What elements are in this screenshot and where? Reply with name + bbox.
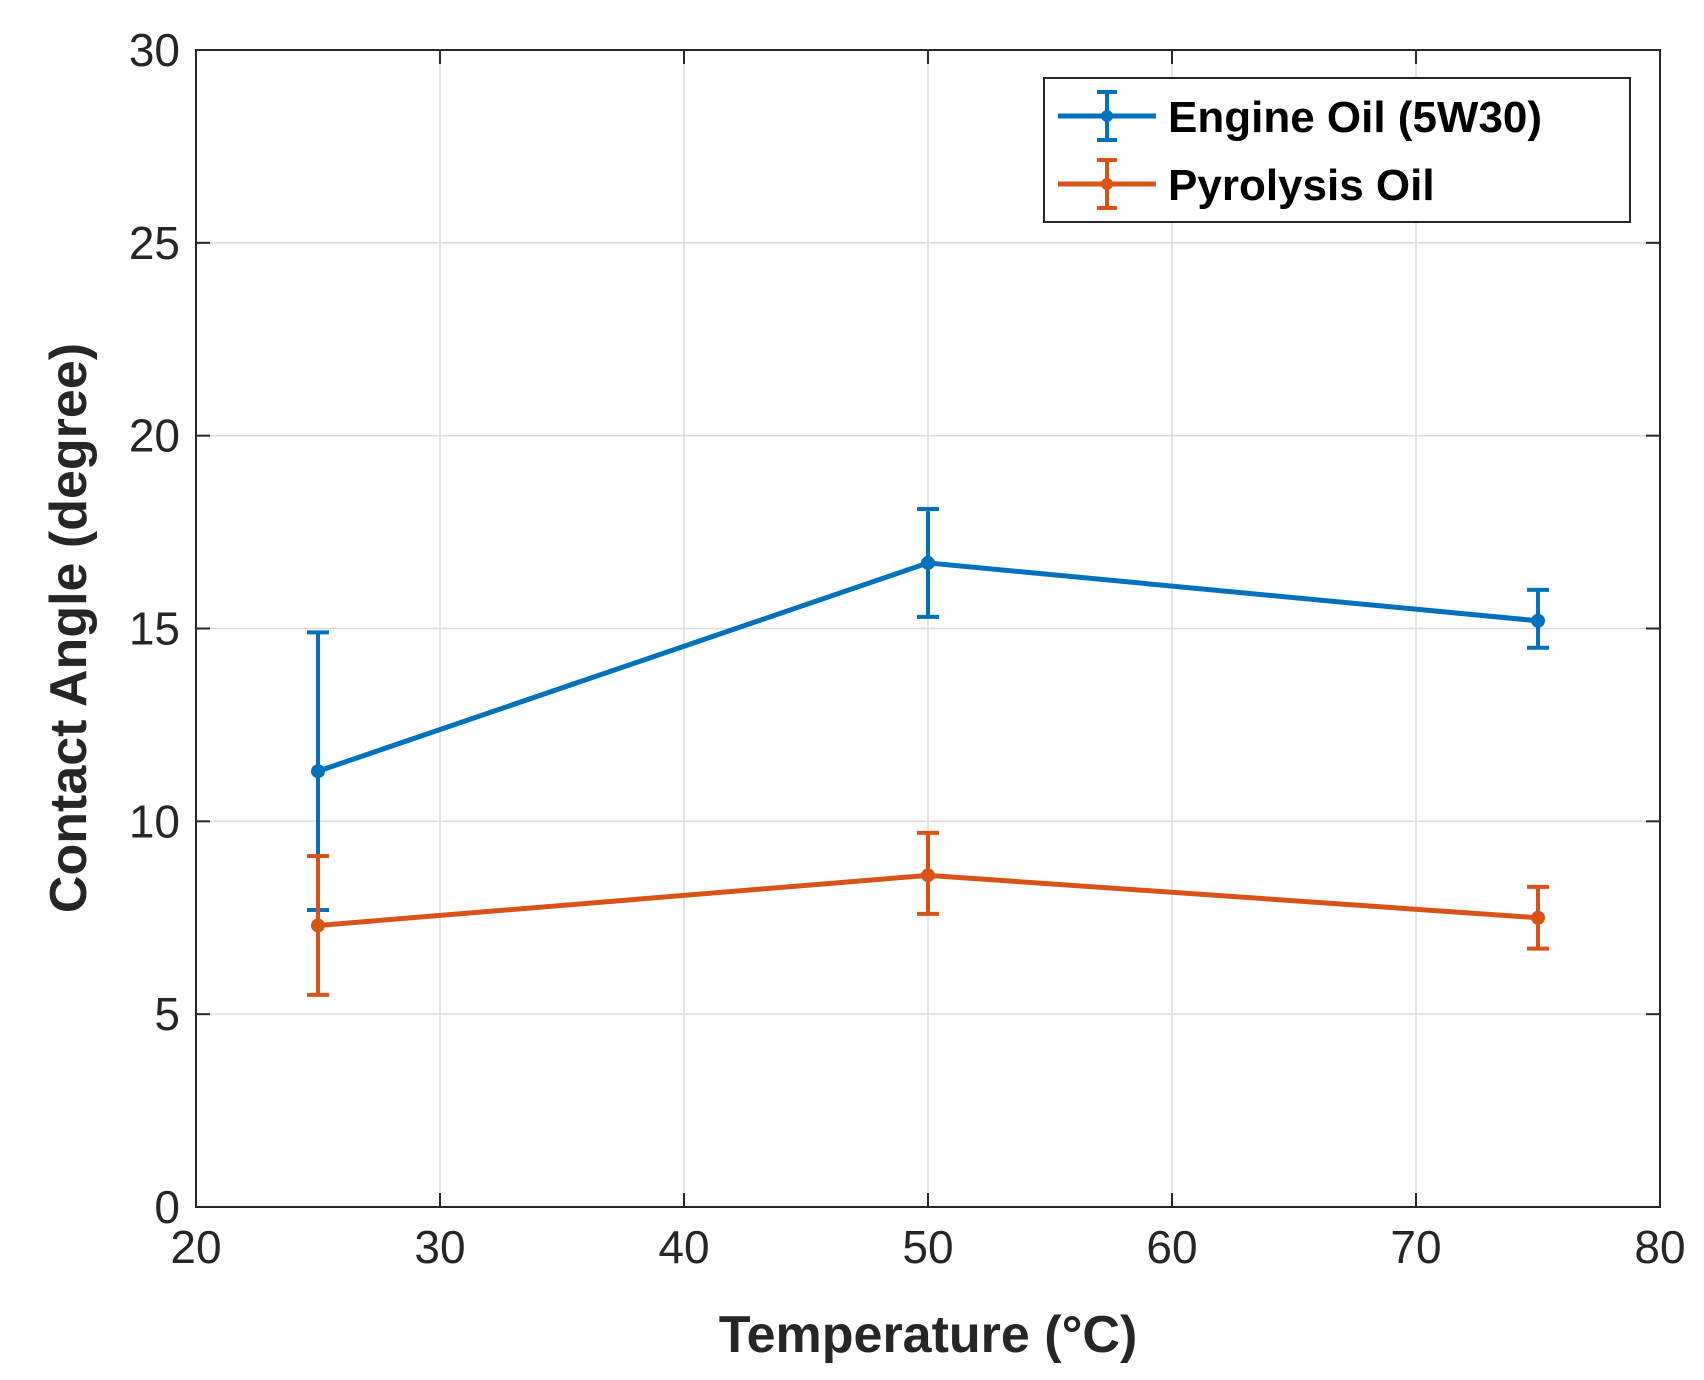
series-pyrolysis-oil bbox=[307, 830, 1549, 997]
y-tick-label: 15 bbox=[129, 603, 180, 655]
y-tick-label: 0 bbox=[154, 1181, 180, 1233]
series-layer bbox=[307, 506, 1549, 997]
legend-label-pyrolysis-oil: Pyrolysis Oil bbox=[1168, 161, 1435, 210]
y-tick-label: 10 bbox=[129, 795, 180, 847]
legend-entry-engine-oil: Engine Oil (5W30) bbox=[1058, 90, 1542, 142]
legend-box bbox=[1043, 77, 1631, 223]
x-tick-label: 80 bbox=[1634, 1221, 1685, 1273]
x-tick-label: 70 bbox=[1390, 1221, 1441, 1273]
data-point-engine-oil-5w30 bbox=[921, 555, 935, 570]
y-tick-label: 30 bbox=[129, 24, 180, 76]
x-tick-label: 40 bbox=[658, 1221, 709, 1273]
y-tick-labels: 0 5 10 15 20 25 30 bbox=[129, 24, 180, 1233]
y-tick-label: 25 bbox=[129, 217, 180, 269]
data-point-engine-oil-5w30 bbox=[311, 764, 325, 779]
series-engine-oil-5w30 bbox=[307, 506, 1549, 913]
legend-entry-pyrolysis-oil: Pyrolysis Oil bbox=[1058, 158, 1435, 210]
x-tick-label: 30 bbox=[414, 1221, 465, 1273]
legend-marker-pyrolysis-oil bbox=[1101, 178, 1113, 190]
x-ticks bbox=[195, 50, 1661, 1207]
data-point-engine-oil-5w30 bbox=[1531, 613, 1545, 628]
y-tick-label: 20 bbox=[129, 410, 180, 462]
legend: Engine Oil (5W30) Pyrolysis Oil bbox=[1043, 77, 1631, 223]
x-axis-title: Temperature (°C) bbox=[719, 1306, 1138, 1364]
data-point-pyrolysis-oil bbox=[311, 918, 325, 933]
legend-marker-engine-oil bbox=[1101, 110, 1113, 122]
legend-label-engine-oil: Engine Oil (5W30) bbox=[1168, 93, 1542, 142]
x-tick-label: 50 bbox=[902, 1221, 953, 1273]
y-ticks bbox=[196, 49, 1660, 1208]
x-tick-labels: 20 30 40 50 60 70 80 bbox=[170, 1221, 1685, 1273]
y-axis-title: Contact Angle (degree) bbox=[40, 343, 98, 913]
data-point-pyrolysis-oil bbox=[1531, 910, 1545, 925]
x-tick-label: 20 bbox=[170, 1221, 221, 1273]
data-point-pyrolysis-oil bbox=[921, 868, 935, 883]
y-tick-label: 5 bbox=[154, 988, 180, 1040]
x-tick-label: 60 bbox=[1146, 1221, 1197, 1273]
